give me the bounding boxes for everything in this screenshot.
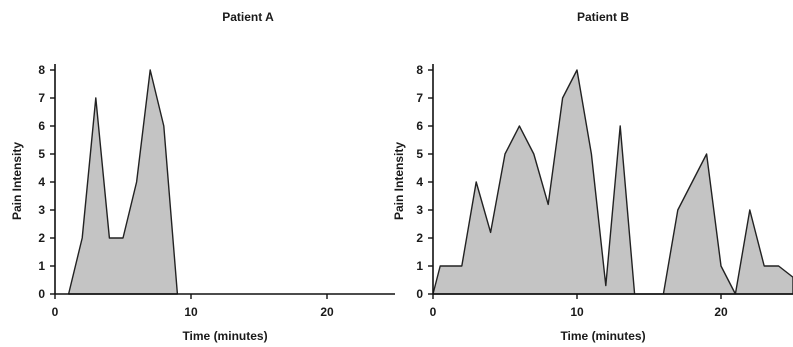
x-axis-label: Time (minutes) bbox=[182, 329, 267, 343]
y-axis-label: Pain Intensity bbox=[10, 142, 24, 220]
y-tick-label: 5 bbox=[416, 147, 423, 161]
x-tick-label: 10 bbox=[570, 305, 584, 319]
y-tick-label: 0 bbox=[416, 287, 423, 301]
y-tick-label: 0 bbox=[38, 287, 45, 301]
series-area bbox=[432, 69, 793, 295]
x-tick-label: 20 bbox=[714, 305, 728, 319]
y-tick-label: 2 bbox=[416, 231, 423, 245]
chart-title: Patient B bbox=[577, 10, 629, 24]
chart-panel-patient-a: Patient A Time (minutes) Pain Intensity … bbox=[10, 10, 395, 343]
series-area bbox=[67, 69, 179, 295]
y-axis-label: Pain Intensity bbox=[392, 142, 406, 220]
y-tick-label: 5 bbox=[38, 147, 45, 161]
y-tick-label: 8 bbox=[38, 63, 45, 77]
y-tick-label: 2 bbox=[38, 231, 45, 245]
x-axis-label: Time (minutes) bbox=[560, 329, 645, 343]
y-tick-label: 7 bbox=[416, 91, 423, 105]
y-tick-label: 6 bbox=[38, 119, 45, 133]
x-tick-label: 0 bbox=[52, 305, 59, 319]
chart-title: Patient A bbox=[222, 10, 274, 24]
y-tick-label: 7 bbox=[38, 91, 45, 105]
chart-panel-patient-b: Patient B Time (minutes) Pain Intensity … bbox=[392, 10, 793, 343]
x-tick-label: 10 bbox=[184, 305, 198, 319]
y-tick-label: 4 bbox=[38, 175, 45, 189]
x-tick-label: 20 bbox=[320, 305, 334, 319]
y-tick-label: 1 bbox=[416, 259, 423, 273]
y-tick-label: 4 bbox=[416, 175, 423, 189]
y-tick-label: 8 bbox=[416, 63, 423, 77]
y-tick-label: 6 bbox=[416, 119, 423, 133]
x-tick-label: 0 bbox=[430, 305, 437, 319]
y-tick-label: 3 bbox=[38, 203, 45, 217]
y-tick-label: 1 bbox=[38, 259, 45, 273]
y-tick-label: 3 bbox=[416, 203, 423, 217]
